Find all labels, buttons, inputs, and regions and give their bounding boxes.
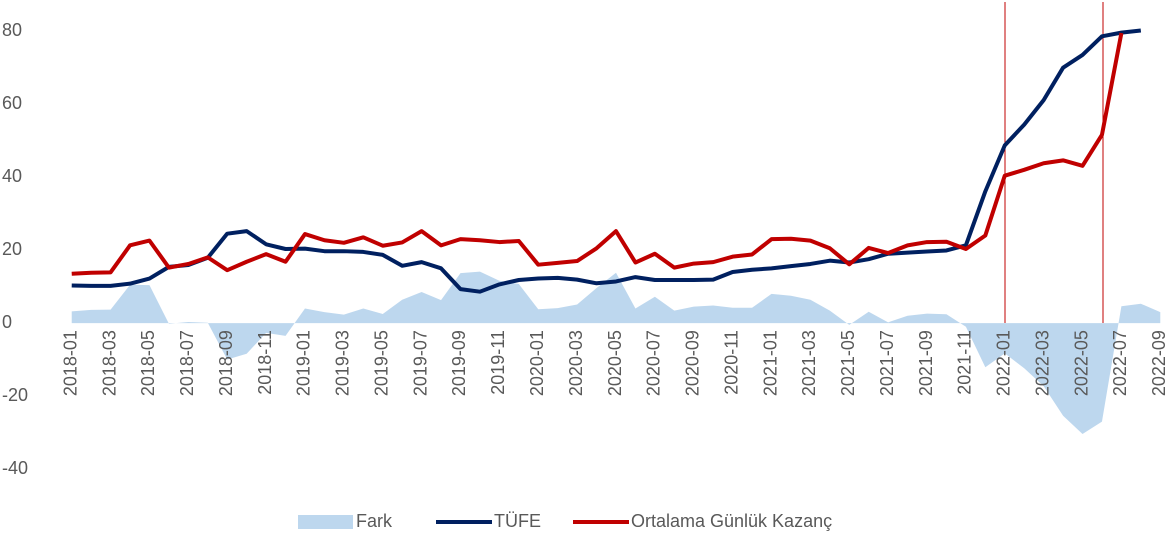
x-tick-label: 2019-03 [333,330,353,396]
x-tick-label: 2021-03 [799,330,819,396]
line [71,28,1142,294]
y-tick-label: -20 [2,385,28,405]
x-tick-label: 2022-01 [994,330,1014,396]
x-tick-label: 2020-03 [566,330,586,396]
y-tick-label: 0 [2,312,12,332]
x-tick-label: 2018-01 [60,330,80,396]
x-tick-label: 2020-05 [605,330,625,396]
x-tick-label: 2021-07 [877,330,897,396]
x-tick-label: 2022-03 [1032,330,1052,396]
x-tick-label: 2021-05 [838,330,858,396]
y-tick-label: 40 [2,166,22,186]
y-tick-label: 60 [2,93,22,113]
legend-label: Ortalama Günlük Kazanç [631,511,832,531]
x-tick-label: 2018-09 [216,330,236,396]
y-tick-label: 20 [2,239,22,259]
legend-label: Fark [356,511,393,531]
x-tick-label: 2021-01 [760,330,780,396]
x-tick-label: 2022-09 [1149,330,1169,396]
x-tick-label: 2019-11 [488,330,508,395]
line [71,32,1124,276]
x-tick-label: 2018-03 [99,330,119,396]
y-tick-label: -40 [2,458,28,478]
x-tick-label: 2021-09 [916,330,936,396]
x-tick-label: 2019-01 [294,330,314,396]
x-tick-label: 2022-05 [1071,330,1091,396]
legend-swatch [298,515,353,529]
x-tick-label: 2019-05 [371,330,391,396]
x-tick-label: 2021-11 [955,330,975,395]
x-tick-label: 2022-07 [1110,330,1130,396]
y-tick-label: 80 [2,20,22,40]
x-tick-label: 2019-09 [449,330,469,396]
x-tick-label: 2018-05 [138,330,158,396]
x-tick-label: 2020-11 [721,330,741,395]
x-tick-label: 2020-01 [527,330,547,396]
area [71,271,1161,434]
x-tick-label: 2019-07 [410,330,430,396]
legend-label: TÜFE [494,511,541,531]
x-tick-label: 2020-09 [683,330,703,396]
x-tick-label: 2018-07 [177,330,197,396]
x-tick-label: 2018-11 [255,330,275,395]
x-tick-label: 2020-07 [644,330,664,396]
